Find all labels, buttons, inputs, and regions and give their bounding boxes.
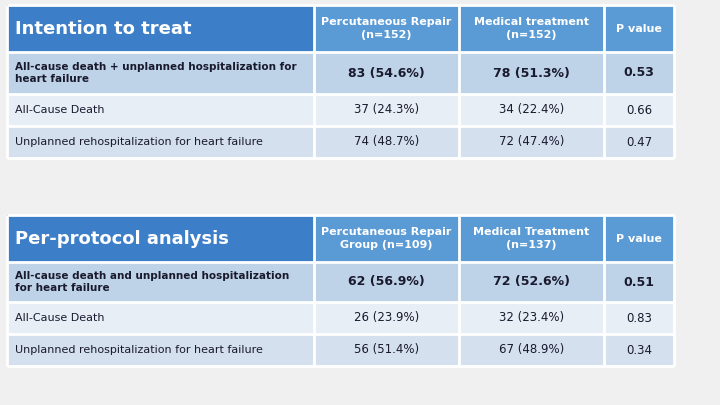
Text: 0.66: 0.66 — [626, 104, 652, 117]
Text: 0.47: 0.47 — [626, 136, 652, 149]
Bar — [7, 302, 314, 334]
Bar — [459, 52, 603, 94]
Text: P value: P value — [616, 23, 662, 34]
Bar — [603, 5, 674, 52]
Bar — [314, 94, 459, 126]
Text: Unplanned rehospitalization for heart failure: Unplanned rehospitalization for heart fa… — [15, 345, 263, 355]
Text: All-Cause Death: All-Cause Death — [15, 105, 104, 115]
Bar — [7, 334, 314, 366]
Bar — [7, 126, 314, 158]
Bar — [459, 126, 603, 158]
Bar — [314, 302, 459, 334]
Bar — [459, 334, 603, 366]
Text: 67 (48.9%): 67 (48.9%) — [498, 343, 564, 356]
Text: Medical treatment
(n=152): Medical treatment (n=152) — [474, 17, 589, 40]
Text: Unplanned rehospitalization for heart failure: Unplanned rehospitalization for heart fa… — [15, 137, 263, 147]
Text: P value: P value — [616, 234, 662, 243]
Text: Per-protocol analysis: Per-protocol analysis — [15, 230, 229, 247]
Bar — [603, 262, 674, 302]
Text: 56 (51.4%): 56 (51.4%) — [354, 343, 419, 356]
Text: 78 (51.3%): 78 (51.3%) — [492, 66, 570, 79]
Bar — [603, 215, 674, 262]
Bar — [7, 262, 314, 302]
Bar — [7, 52, 314, 94]
Bar — [7, 215, 314, 262]
Bar — [314, 52, 459, 94]
Bar — [459, 302, 603, 334]
Text: 0.51: 0.51 — [624, 275, 654, 288]
Bar — [314, 215, 459, 262]
Bar — [459, 215, 603, 262]
Text: Percutaneous Repair
Group (n=109): Percutaneous Repair Group (n=109) — [321, 227, 451, 250]
Text: All-cause death and unplanned hospitalization
for heart failure: All-cause death and unplanned hospitaliz… — [15, 271, 289, 293]
Text: 0.34: 0.34 — [626, 343, 652, 356]
Bar — [459, 262, 603, 302]
Bar — [603, 52, 674, 94]
Text: Percutaneous Repair
(n=152): Percutaneous Repair (n=152) — [321, 17, 451, 40]
Text: 34 (22.4%): 34 (22.4%) — [498, 104, 564, 117]
Bar — [459, 5, 603, 52]
Text: 74 (48.7%): 74 (48.7%) — [354, 136, 419, 149]
Text: 0.83: 0.83 — [626, 311, 652, 324]
Bar — [314, 5, 459, 52]
Text: All-Cause Death: All-Cause Death — [15, 313, 104, 323]
Text: 32 (23.4%): 32 (23.4%) — [499, 311, 564, 324]
Bar — [603, 94, 674, 126]
Bar — [314, 262, 459, 302]
Bar — [314, 126, 459, 158]
Text: All-cause death + unplanned hospitalization for
heart failure: All-cause death + unplanned hospitalizat… — [15, 62, 297, 84]
Bar — [603, 126, 674, 158]
Text: Medical Treatment
(n=137): Medical Treatment (n=137) — [473, 227, 590, 250]
Bar — [603, 334, 674, 366]
Bar — [459, 94, 603, 126]
Bar — [7, 94, 314, 126]
Text: 0.53: 0.53 — [624, 66, 654, 79]
Text: 37 (24.3%): 37 (24.3%) — [354, 104, 419, 117]
Bar — [603, 302, 674, 334]
Text: 26 (23.9%): 26 (23.9%) — [354, 311, 419, 324]
Text: 72 (47.4%): 72 (47.4%) — [498, 136, 564, 149]
Text: Intention to treat: Intention to treat — [15, 19, 192, 38]
Bar — [314, 334, 459, 366]
Text: 62 (56.9%): 62 (56.9%) — [348, 275, 425, 288]
Text: 83 (54.6%): 83 (54.6%) — [348, 66, 425, 79]
Text: 72 (52.6%): 72 (52.6%) — [492, 275, 570, 288]
Bar — [7, 5, 314, 52]
